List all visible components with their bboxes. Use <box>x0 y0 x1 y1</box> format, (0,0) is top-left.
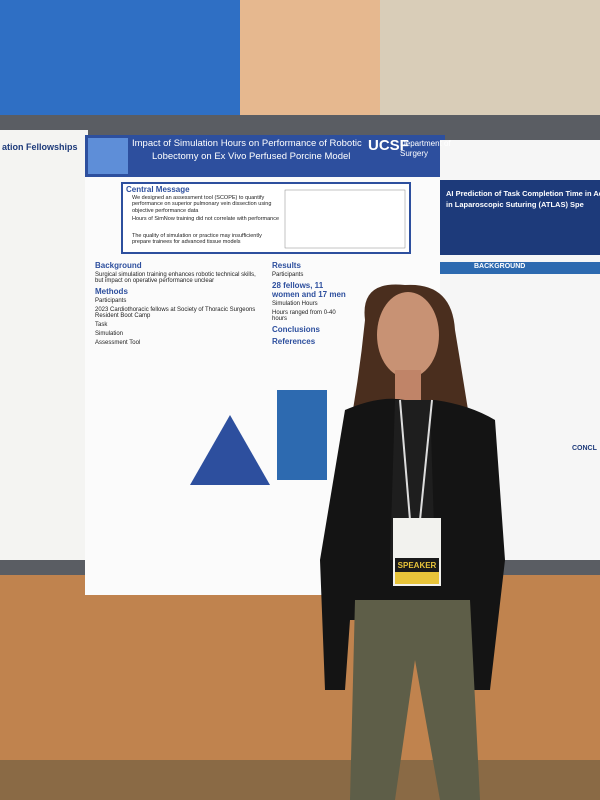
scatter-plot <box>284 189 406 249</box>
wall-panel <box>240 0 380 120</box>
department: Surgery <box>400 149 429 158</box>
left-title: ation Fellowships <box>2 142 78 152</box>
poster-text: References <box>272 337 316 346</box>
poster-text: Task <box>95 322 108 328</box>
poster-text: Surgical simulation training enhances ro… <box>95 272 256 284</box>
table-block <box>277 390 327 480</box>
poster-title: Lobectomy on Ex Vivo Perfused Porcine Mo… <box>152 151 351 162</box>
department: Department of <box>400 139 451 148</box>
right-title: AI Prediction of Task Completion Time in… <box>446 189 600 198</box>
poster-text: Hours ranged from 0-40 hours <box>272 310 336 322</box>
badge-strip <box>395 572 439 584</box>
right-section-bar <box>440 262 600 274</box>
poster-text: 2023 Cardiothoracic fellows at Society o… <box>95 307 256 319</box>
poster-text: Assessment Tool <box>95 340 141 346</box>
bullet: Hours of SimNow training did not correla… <box>132 216 280 222</box>
bullet: We designed an assessment tool (SCOPE) t… <box>132 195 272 214</box>
section-heading: Conclusions <box>272 325 321 334</box>
neck <box>395 370 421 400</box>
section-heading: Central Message <box>126 185 190 194</box>
right-title: in Laparoscopic Suturing (ATLAS) Spe <box>446 200 584 209</box>
pyramid <box>190 415 270 485</box>
face <box>377 292 439 378</box>
right-header <box>440 180 600 255</box>
pants <box>350 600 480 800</box>
section-heading: Methods <box>95 287 128 296</box>
lanyard <box>419 399 433 521</box>
carpet <box>0 760 600 800</box>
poster-text: Participants <box>272 272 304 278</box>
screen <box>0 0 240 120</box>
left-poster <box>0 130 88 560</box>
logo: UCSF <box>368 137 409 154</box>
section-heading: BACKGROUND <box>474 263 526 270</box>
lanyard <box>399 399 411 521</box>
bullet: The quality of simulation or practice ma… <box>132 233 262 246</box>
poster-text: Simulation <box>95 331 124 337</box>
poster-text: Simulation Hours <box>272 301 318 307</box>
section-heading: Results <box>272 261 301 270</box>
badge-strip <box>395 558 439 572</box>
section-heading: CONCL <box>572 445 597 452</box>
poster-title: Impact of Simulation Hours on Performanc… <box>132 138 362 149</box>
poster-text: Participants <box>95 298 127 304</box>
poster-logo <box>88 138 128 174</box>
poster-header <box>85 135 445 177</box>
section-heading: Background <box>95 261 142 270</box>
section-heading: 28 fellows, 11 women and 17 men <box>272 281 346 299</box>
badge-label: SPEAKER <box>398 561 437 570</box>
right-column: Results Participants 28 fellows, 11 women … <box>272 258 352 348</box>
left-column: Background Surgical simulation training e… <box>95 258 265 349</box>
